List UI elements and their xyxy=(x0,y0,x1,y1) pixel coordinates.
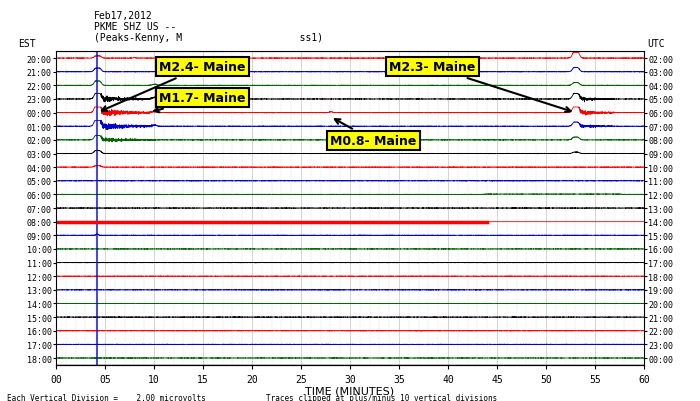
Text: Traces clipped at plus/minus 10 vertical divisions: Traces clipped at plus/minus 10 vertical… xyxy=(266,393,497,401)
Text: UTC: UTC xyxy=(647,39,664,49)
Text: Each Vertical Division =    2.00 microvolts: Each Vertical Division = 2.00 microvolts xyxy=(7,393,206,401)
Text: EST: EST xyxy=(18,39,36,49)
Text: M2.3- Maine: M2.3- Maine xyxy=(389,61,570,113)
Text: Feb17,2012: Feb17,2012 xyxy=(94,11,153,21)
X-axis label: TIME (MINUTES): TIME (MINUTES) xyxy=(305,385,395,395)
Text: M2.4- Maine: M2.4- Maine xyxy=(102,61,246,111)
Text: (Peaks-Kenny, M                    ss1): (Peaks-Kenny, M ss1) xyxy=(94,33,323,43)
Text: PKME SHZ US --: PKME SHZ US -- xyxy=(94,22,176,32)
Text: M1.7- Maine: M1.7- Maine xyxy=(154,92,246,113)
Text: M0.8- Maine: M0.8- Maine xyxy=(330,120,416,148)
